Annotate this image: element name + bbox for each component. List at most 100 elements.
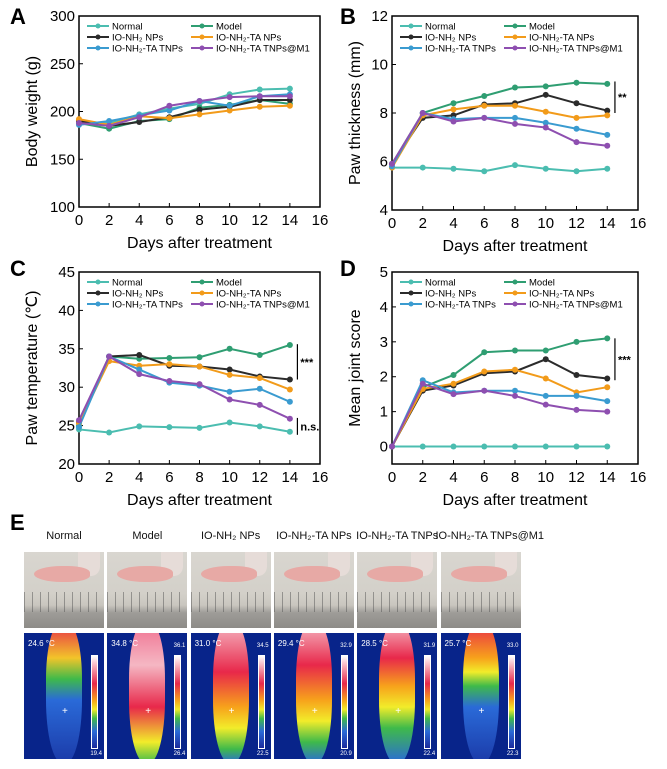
temperature-reading: 24.6 °C [28,639,55,648]
paw-photo [24,552,104,628]
data-point [76,119,82,126]
chart-c: 0 2 4 6 8 10 12 14 16 20 25 30 35 40 45 Days after trea… [24,264,328,509]
y-tick-label: 12 [371,8,388,25]
scale-max: 31.9 [423,643,436,649]
data-point [573,139,580,146]
x-tick-label: 10 [221,469,238,486]
x-tick-label: 16 [312,469,329,486]
group-label: IO-NH₂-TA TNPs@M1 [435,530,545,542]
panel-label-d: D [340,256,356,281]
y-tick-label: 5 [380,264,388,281]
data-point [226,366,233,373]
thermal-image: 28.5 °C 31.9 22.4 + [357,633,438,759]
x-tick-label: 12 [251,469,268,486]
legend-marker [408,301,414,307]
legend-entry: Model [216,278,242,289]
series-line [391,111,608,165]
significance-label: ** [618,92,627,104]
paw-photo [107,552,188,628]
data-point [76,417,82,424]
data-point [604,112,611,119]
group-label: IO-NH₂-TA TNPs [356,530,439,542]
data-point [604,443,611,450]
data-point [542,443,549,450]
legend-entry: IO-NH₂ NPs [425,289,476,300]
data-point [196,381,203,388]
x-tick-label: 0 [388,469,396,486]
x-tick-label: 12 [251,212,268,229]
data-point [196,424,203,431]
data-point [166,107,173,114]
data-point [604,335,611,342]
paw-image [367,566,424,582]
data-point [450,106,457,113]
x-tick-label: 2 [419,215,427,232]
panel-label-a: A [10,4,26,29]
color-scale-bar [424,655,432,749]
data-point [136,423,143,430]
data-point [106,118,113,125]
legend-marker [512,279,518,285]
data-point [573,125,580,132]
data-point [256,93,263,100]
data-point [166,361,173,368]
data-point [286,85,293,92]
data-point [481,443,488,450]
x-tick-label: 14 [282,212,299,229]
data-point [481,102,488,109]
legend-entry: IO-NH₂ NPs [425,33,476,44]
x-tick-label: 12 [568,215,585,232]
data-point [573,392,580,399]
data-point [196,111,203,118]
group-label: Normal [46,530,82,542]
legend-marker [199,45,205,51]
x-tick-label: 0 [388,215,396,232]
x-tick-label: 2 [105,212,113,229]
series-5 [389,110,611,167]
legend-entry: IO-NH₂-TA TNPs@M1 [529,300,623,311]
x-tick-label: 6 [165,469,173,486]
legend-entry: Normal [112,22,143,33]
data-point [136,114,143,121]
panel-label-e: E [10,510,25,535]
data-point [226,388,233,395]
data-point [226,107,233,114]
ruler-image [440,592,521,612]
data-point [450,380,457,387]
y-tick-label: 4 [380,299,388,316]
data-point [604,375,611,382]
legend-entry: Normal [112,278,143,289]
scale-max: 36.1 [173,643,186,649]
legend-marker [95,23,101,29]
legend-marker [408,23,414,29]
y-tick-label: 6 [380,154,388,171]
legend-entry: IO-NH₂-TA NPs [529,33,595,44]
series-1 [389,79,611,167]
data-point [481,387,488,394]
y-axis-label: Paw temperature (℃) [24,291,41,446]
data-point [389,160,395,167]
thermal-image: 34.8 °C 36.1 26.4 + [107,633,188,759]
crosshair-icon: + [478,706,485,717]
x-tick-label: 4 [135,212,143,229]
scale-max: 32.9 [340,643,352,649]
series-line [391,93,608,165]
crosshair-icon: + [395,706,402,717]
y-tick-label: 10 [371,57,388,74]
data-point [106,429,113,436]
significance-label: *** [618,354,632,366]
data-point [166,355,173,362]
color-scale-bar [174,655,182,749]
data-point [106,122,113,129]
data-point [256,86,263,93]
data-point [604,384,611,391]
x-tick-label: 10 [537,469,554,486]
ruler-image [24,592,104,612]
data-point [106,353,113,360]
scale-min: 22.4 [423,751,436,757]
data-point [389,443,395,450]
data-point [166,424,173,431]
legend-entry: IO-NH₂-TA TNPs [112,300,183,311]
